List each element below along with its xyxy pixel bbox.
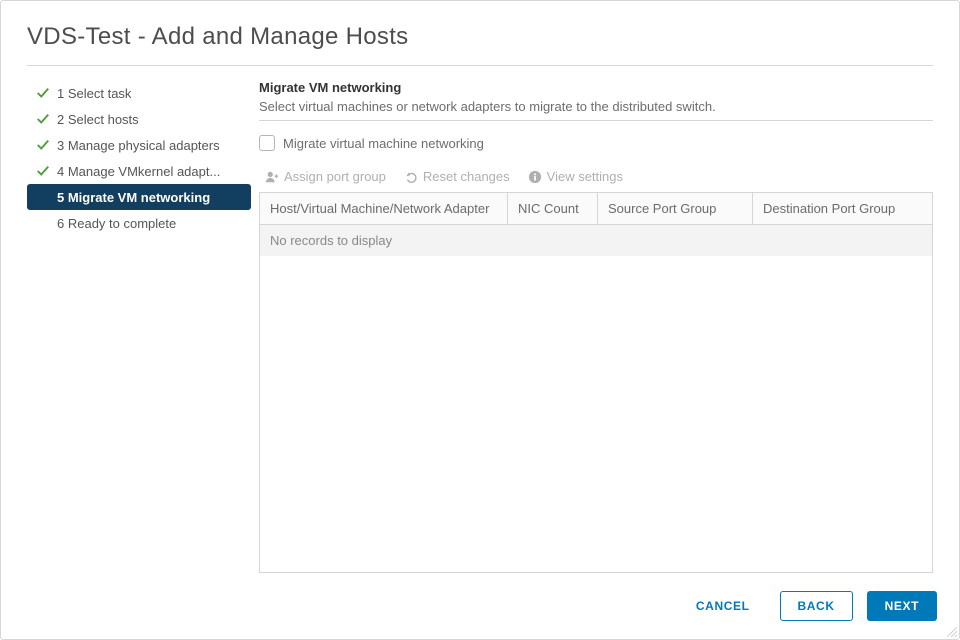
resize-grip-icon[interactable] (947, 627, 957, 637)
wizard-dialog: VDS-Test - Add and Manage Hosts 1 Select… (0, 0, 960, 640)
reset-changes-label: Reset changes (423, 169, 510, 184)
wizard-step-6[interactable]: 6 Ready to complete (27, 210, 251, 236)
view-settings-label: View settings (547, 169, 623, 184)
grid-header: Host/Virtual Machine/Network Adapter NIC… (260, 193, 932, 225)
wizard-step-5[interactable]: 5 Migrate VM networking (27, 184, 251, 210)
migrate-networking-checkbox[interactable] (259, 135, 275, 151)
info-icon (528, 170, 542, 184)
check-icon (35, 137, 51, 153)
section-divider (259, 120, 933, 121)
wizard-step-4[interactable]: 4 Manage VMkernel adapt... (27, 158, 251, 184)
wizard-content: Migrate VM networking Select virtual mac… (259, 80, 933, 573)
next-button[interactable]: NEXT (867, 591, 937, 621)
back-button[interactable]: BACK (780, 591, 853, 621)
wizard-step-label: 2 Select hosts (57, 112, 139, 127)
grid-empty-message: No records to display (260, 225, 932, 256)
grid-body[interactable]: No records to display (260, 225, 932, 572)
column-header-source-pg[interactable]: Source Port Group (598, 193, 753, 224)
wizard-step-label: 3 Manage physical adapters (57, 138, 220, 153)
column-header-nic-count[interactable]: NIC Count (508, 193, 598, 224)
migrate-networking-checkbox-row[interactable]: Migrate virtual machine networking (259, 135, 933, 151)
check-icon (35, 111, 51, 127)
column-header-dest-pg[interactable]: Destination Port Group (753, 193, 932, 224)
dialog-title: VDS-Test - Add and Manage Hosts (27, 23, 933, 51)
section-title: Migrate VM networking (259, 80, 933, 95)
check-icon (35, 85, 51, 101)
reset-changes-action: Reset changes (404, 169, 510, 184)
wizard-step-1[interactable]: 1 Select task (27, 80, 251, 106)
column-header-host[interactable]: Host/Virtual Machine/Network Adapter (260, 193, 508, 224)
cancel-button[interactable]: CANCEL (680, 591, 766, 621)
wizard-step-label: 6 Ready to complete (57, 216, 176, 231)
undo-icon (404, 170, 418, 184)
wizard-steps: 1 Select task 2 Select hosts 3 Manage ph… (27, 80, 259, 573)
wizard-step-label: 5 Migrate VM networking (57, 190, 210, 205)
step-bullet (35, 189, 51, 205)
dialog-footer: CANCEL BACK NEXT (1, 573, 959, 639)
section-description: Select virtual machines or network adapt… (259, 99, 933, 114)
wizard-step-2[interactable]: 2 Select hosts (27, 106, 251, 132)
wizard-step-label: 4 Manage VMkernel adapt... (57, 164, 220, 179)
migration-grid: Host/Virtual Machine/Network Adapter NIC… (259, 192, 933, 573)
view-settings-action: View settings (528, 169, 623, 184)
assign-port-group-action: Assign port group (265, 169, 386, 184)
migrate-networking-label: Migrate virtual machine networking (283, 136, 484, 151)
dialog-body: 1 Select task 2 Select hosts 3 Manage ph… (1, 66, 959, 573)
wizard-step-label: 1 Select task (57, 86, 131, 101)
user-assign-icon (265, 170, 279, 184)
step-bullet (35, 215, 51, 231)
wizard-step-3[interactable]: 3 Manage physical adapters (27, 132, 251, 158)
dialog-header: VDS-Test - Add and Manage Hosts (1, 1, 959, 61)
check-icon (35, 163, 51, 179)
grid-toolbar: Assign port group Reset changes View set… (259, 165, 933, 192)
assign-port-group-label: Assign port group (284, 169, 386, 184)
